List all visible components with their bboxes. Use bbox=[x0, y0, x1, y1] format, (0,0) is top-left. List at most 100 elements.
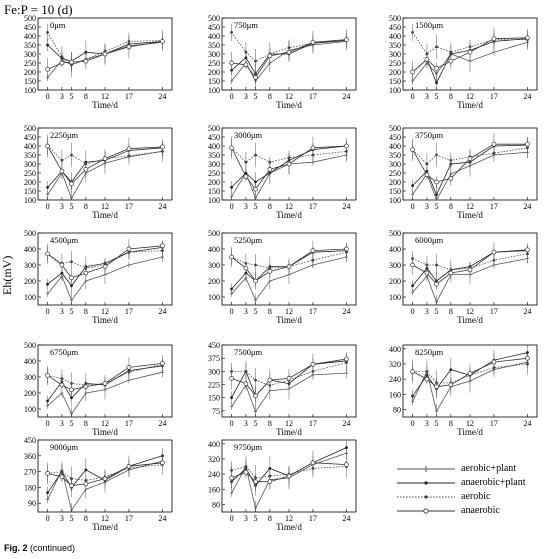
data-point bbox=[254, 153, 257, 157]
x-tick-label: 8 bbox=[449, 419, 453, 428]
y-tick-label: 350 bbox=[389, 41, 401, 50]
x-tick-label: 5 bbox=[70, 419, 74, 428]
data-point bbox=[344, 143, 349, 149]
data-point bbox=[46, 31, 49, 34]
y-tick-label: 300 bbox=[24, 261, 36, 270]
x-tick-label: 24 bbox=[523, 92, 531, 101]
data-point bbox=[254, 59, 257, 63]
x-tick-label: 8 bbox=[449, 92, 453, 101]
data-point bbox=[60, 159, 64, 162]
data-point bbox=[243, 265, 249, 271]
y-tick-label: 80 bbox=[393, 405, 401, 414]
x-tick-label: 24 bbox=[158, 92, 166, 101]
data-point bbox=[70, 396, 73, 400]
data-point bbox=[126, 246, 132, 252]
panel-annotation: 3750μm bbox=[415, 130, 444, 140]
y-tick-label: 240 bbox=[208, 470, 220, 479]
x-tick-label: 12 bbox=[466, 92, 474, 101]
y-tick-label: 300 bbox=[208, 160, 220, 169]
x-tick-label: 12 bbox=[101, 514, 109, 523]
y-tick-label: 450 bbox=[389, 23, 401, 32]
x-tick-label: 5 bbox=[254, 419, 258, 428]
y-tick-label: 300 bbox=[24, 373, 36, 382]
y-tick-label: 400 bbox=[24, 245, 36, 254]
data-point bbox=[491, 359, 497, 365]
y-tick-label: 200 bbox=[389, 178, 401, 187]
figure-title: Fe:P = 10 (d) bbox=[4, 2, 73, 17]
panel-annotation: 5250μm bbox=[234, 235, 263, 245]
y-tick-label: 90 bbox=[28, 499, 36, 508]
y-tick-label: 400 bbox=[208, 245, 220, 254]
x-tick-label: 24 bbox=[342, 202, 350, 211]
x-tick-label: 3 bbox=[60, 202, 64, 211]
y-tick-label: 300 bbox=[208, 50, 220, 59]
data-point bbox=[435, 263, 438, 267]
y-tick-label: 350 bbox=[389, 151, 401, 160]
data-point bbox=[435, 45, 438, 49]
data-point bbox=[434, 179, 439, 185]
data-point bbox=[411, 184, 414, 188]
y-tick-label: 350 bbox=[24, 41, 36, 50]
y-tick-label: 200 bbox=[208, 277, 220, 286]
y-tick-label: 450 bbox=[24, 23, 36, 32]
x-tick-label: 3 bbox=[425, 307, 429, 316]
x-tick-label: 12 bbox=[285, 514, 293, 523]
data-point bbox=[59, 60, 65, 66]
y-tick-label: 150 bbox=[24, 77, 36, 86]
y-tick-label: 500 bbox=[24, 14, 36, 23]
data-point bbox=[46, 491, 49, 495]
x-tick-label: 8 bbox=[268, 92, 272, 101]
x-tick-label: 24 bbox=[158, 307, 166, 316]
data-point bbox=[411, 31, 414, 34]
y-tick-label: 160 bbox=[389, 390, 401, 399]
y-tick-label: 400 bbox=[24, 142, 36, 151]
y-tick-label: 200 bbox=[389, 68, 401, 77]
data-point bbox=[448, 270, 454, 276]
data-point bbox=[268, 467, 272, 470]
y-tick-label: 150 bbox=[24, 187, 36, 196]
x-tick-label: 17 bbox=[490, 202, 498, 211]
y-tick-label: 500 bbox=[389, 14, 401, 23]
x-tick-label: 24 bbox=[342, 419, 350, 428]
data-point bbox=[253, 186, 258, 192]
y-tick-label: 150 bbox=[208, 187, 220, 196]
data-point bbox=[267, 479, 273, 485]
x-tick-label: 0 bbox=[46, 419, 50, 428]
x-tick-label: 12 bbox=[285, 307, 293, 316]
data-point bbox=[286, 161, 292, 167]
x-axis-label: Time/d bbox=[457, 427, 483, 437]
x-tick-label: 17 bbox=[490, 419, 498, 428]
data-point bbox=[160, 39, 165, 44]
y-tick-label: 400 bbox=[24, 357, 36, 366]
data-point bbox=[230, 31, 233, 34]
x-tick-label: 8 bbox=[268, 307, 272, 316]
x-tick-label: 12 bbox=[466, 419, 474, 428]
data-point bbox=[244, 50, 248, 54]
y-tick-label: 160 bbox=[208, 485, 220, 494]
data-point bbox=[102, 264, 108, 269]
data-point bbox=[69, 275, 74, 281]
data-point bbox=[244, 465, 248, 468]
x-tick-label: 5 bbox=[70, 514, 74, 523]
data-point bbox=[286, 49, 292, 55]
x-tick-label: 24 bbox=[342, 514, 350, 523]
y-tick-label: 100 bbox=[389, 86, 401, 95]
x-tick-label: 17 bbox=[309, 92, 317, 101]
panel-annotation: 6000μm bbox=[415, 235, 444, 245]
data-point bbox=[467, 371, 473, 376]
x-tick-label: 3 bbox=[60, 92, 64, 101]
data-point bbox=[491, 141, 497, 147]
data-point bbox=[45, 143, 50, 149]
legend-swatch bbox=[397, 495, 455, 499]
data-point bbox=[526, 252, 529, 256]
y-tick-label: 150 bbox=[208, 77, 220, 86]
y-tick-label: 100 bbox=[208, 196, 220, 205]
data-point bbox=[424, 270, 430, 276]
x-axis-label: Time/d bbox=[276, 427, 302, 437]
y-tick-label: 100 bbox=[208, 293, 220, 302]
data-point bbox=[467, 267, 473, 273]
y-tick-label: 300 bbox=[389, 160, 401, 169]
y-tick-label: 100 bbox=[24, 405, 36, 414]
x-axis-label: Time/d bbox=[457, 100, 483, 110]
data-point bbox=[102, 381, 108, 386]
